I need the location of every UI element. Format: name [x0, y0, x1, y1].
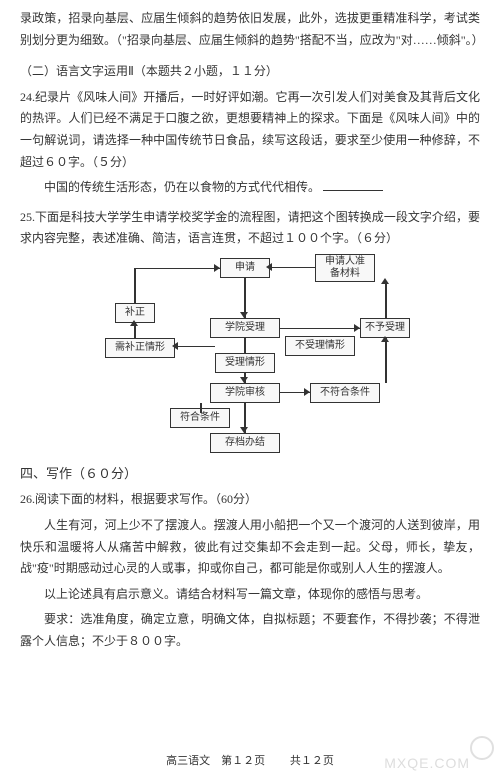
- intro-paragraph: 录政策，招录向基层、应届生倾斜的趋势依旧发展，此外，选拔更重精准科学，考试类别划…: [20, 8, 480, 51]
- watermark-circle: [470, 736, 494, 760]
- flowchart: 申请 申请人准 备材料 补正 学院受理 需补正情形 不受理情形 不予受理 受理情…: [90, 258, 410, 448]
- question-26-p1: 人生有河，河上少不了摆渡人。摆渡人用小船把一个又一个渡河的人送到彼岸，用快乐和温…: [20, 515, 480, 580]
- question-26-title: 26.阅读下面的材料，根据要求写作。（60分）: [20, 489, 480, 511]
- node-accept-situation: 受理情形: [215, 353, 275, 373]
- watermark-text: MXQE.COM: [384, 751, 470, 776]
- quote-text: 中国的传统生活形态，仍在以食物的方式代代相传。: [44, 180, 320, 194]
- footer-right: 共１２页: [290, 755, 334, 767]
- question-24: 24.纪录片《风味人间》开播后，一时好评如潮。它再一次引发人们对美食及其背后文化…: [20, 87, 480, 173]
- node-review: 学院审核: [210, 383, 280, 403]
- node-accept: 学院受理: [210, 318, 280, 338]
- node-archive: 存档办结: [210, 433, 280, 453]
- question-24-quote: 中国的传统生活形态，仍在以食物的方式代代相传。: [20, 177, 480, 199]
- footer-left: 高三语文 第１２页: [166, 755, 265, 767]
- section4-title: 四、写作（６０分）: [20, 462, 480, 485]
- question-26-p2: 以上论述具有启示意义。请结合材料写一篇文章，体现你的感悟与思考。: [20, 584, 480, 606]
- section2-title: （二）语言文字运用Ⅱ（本题共２小题，１１分）: [20, 61, 480, 83]
- node-apply: 申请: [220, 258, 270, 278]
- node-not-qualify: 不符合条件: [310, 383, 380, 403]
- question-26-p3: 要求：选准角度，确定立意，明确文体，自拟标题；不要套作，不得抄袭；不得泄露个人信…: [20, 609, 480, 652]
- node-not-accept: 不予受理: [360, 318, 410, 338]
- node-need-correct: 需补正情形: [105, 338, 175, 358]
- node-prepare: 申请人准 备材料: [315, 254, 375, 282]
- blank-line: [323, 179, 383, 191]
- node-not-accept-situation: 不受理情形: [285, 336, 355, 356]
- question-25: 25.下面是科技大学学生申请学校奖学金的流程图，请把这个图转换成一段文字介绍，要…: [20, 207, 480, 250]
